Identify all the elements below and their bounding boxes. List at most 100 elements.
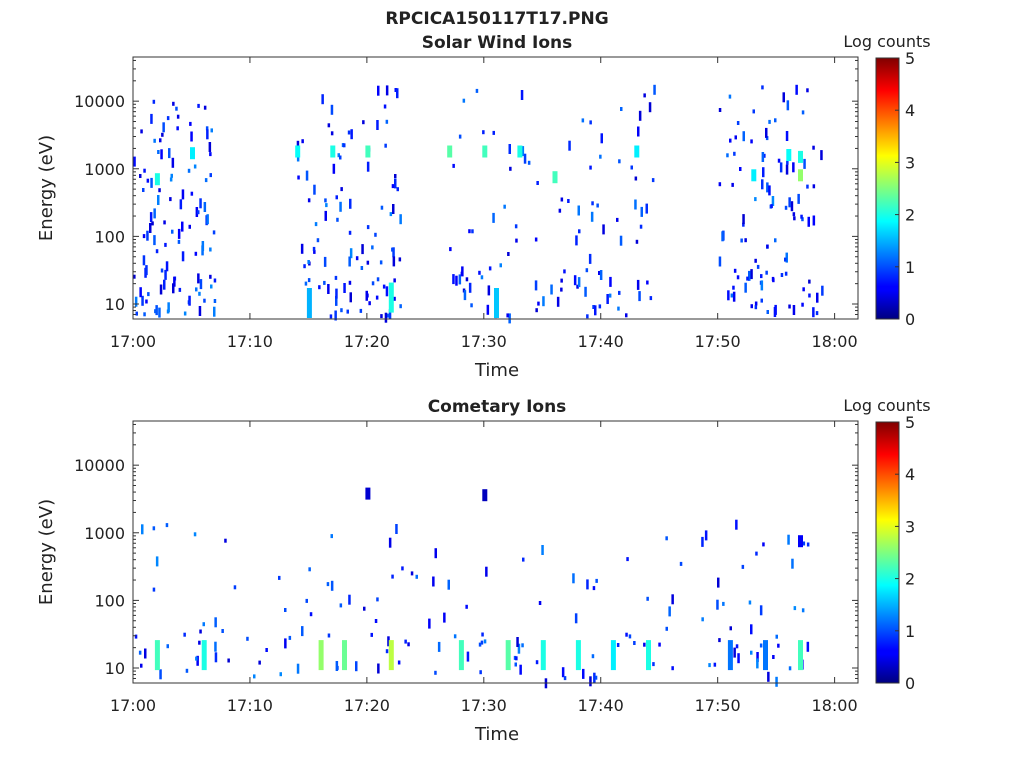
count-pixel (288, 635, 292, 640)
count-pixel (812, 307, 815, 318)
count-pixel (303, 264, 306, 269)
count-pixel (479, 670, 482, 675)
y-tick-label: 10000 (74, 92, 125, 111)
count-pixel (374, 232, 377, 237)
y-tick-label: 100 (94, 227, 125, 246)
count-pixel (733, 151, 736, 156)
count-pixel (475, 88, 479, 93)
x-tick-label: 17:10 (227, 332, 273, 351)
count-pixel (628, 634, 632, 639)
count-pixel (701, 617, 704, 622)
count-pixel (458, 134, 462, 139)
count-pixel (803, 158, 806, 169)
count-pixel (791, 558, 794, 569)
feature-cell (798, 150, 803, 163)
count-pixel (155, 556, 159, 567)
count-pixel (327, 633, 331, 638)
y-tick-label: 10000 (74, 456, 125, 475)
count-pixel (309, 612, 313, 617)
count-pixel (201, 241, 205, 251)
y-tick-label: 100 (94, 591, 125, 610)
count-pixel (371, 245, 374, 250)
count-pixel (155, 249, 159, 254)
count-pixel (645, 203, 648, 214)
count-pixel (487, 285, 491, 296)
count-pixel (153, 138, 156, 143)
feature-cell (365, 145, 371, 158)
count-pixel (786, 100, 790, 111)
colorbar-tick-label: 1 (905, 258, 915, 277)
count-pixel (233, 585, 237, 590)
count-pixel (788, 304, 791, 309)
x-axis: 17:00 17:10 17:20 17:30 17:40 17:50 18:00 (110, 421, 858, 715)
count-pixel (759, 643, 763, 648)
count-pixel (772, 278, 775, 283)
count-pixel (339, 155, 342, 160)
count-pixel (166, 116, 170, 121)
count-pixel (155, 305, 158, 316)
count-pixel (633, 641, 636, 645)
count-pixel (731, 182, 734, 187)
count-pixel (593, 672, 596, 683)
x-tick-label: 17:30 (461, 332, 507, 351)
count-pixel (188, 224, 191, 229)
y-axis: 10 100 1000 10000 (74, 423, 858, 684)
count-pixel (453, 634, 457, 639)
count-pixel (589, 676, 592, 687)
count-pixel (808, 293, 811, 298)
count-pixel (466, 651, 470, 662)
count-pixel (465, 277, 469, 282)
count-pixel (795, 84, 798, 95)
count-pixel (600, 133, 603, 144)
count-pixel (568, 140, 571, 151)
count-pixel (214, 641, 217, 652)
count-pixel (449, 247, 452, 252)
count-pixel (366, 260, 370, 265)
count-pixel (335, 195, 338, 200)
count-pixel (197, 103, 200, 108)
count-pixel (770, 204, 773, 209)
count-pixel (172, 283, 175, 294)
count-pixel (150, 177, 153, 188)
count-pixel (560, 197, 564, 202)
count-pixel (343, 143, 346, 148)
count-pixel (777, 643, 780, 648)
count-pixel (370, 632, 373, 637)
count-pixel (671, 666, 674, 671)
count-pixel (718, 256, 722, 267)
y-tick-label: 10 (105, 295, 125, 314)
count-pixel (391, 247, 394, 252)
count-pixel (595, 578, 598, 583)
count-pixel (730, 293, 734, 298)
count-pixel (145, 299, 148, 304)
count-pixel (808, 279, 811, 284)
count-pixel (752, 109, 755, 114)
count-pixel (643, 642, 646, 647)
colorbar-tick-label: 2 (905, 206, 915, 225)
count-pixel (782, 92, 785, 103)
count-pixel (199, 279, 203, 290)
colorbar-tick-label: 1 (905, 622, 915, 641)
count-pixel (326, 582, 330, 587)
count-pixel (812, 215, 816, 226)
count-pixel (205, 126, 209, 131)
count-pixel (157, 195, 160, 205)
colorbar-ticks: 0 1 2 3 4 5 (895, 413, 915, 693)
count-pixel (792, 162, 795, 173)
count-pixel (349, 198, 352, 209)
count-pixel (176, 126, 179, 131)
count-pixel (321, 94, 324, 105)
count-pixel (594, 675, 598, 680)
count-pixel (179, 199, 183, 210)
count-pixel (736, 275, 740, 280)
count-pixel (213, 278, 217, 283)
count-pixel (735, 519, 738, 530)
feature-cell (610, 640, 616, 671)
count-pixel (187, 168, 191, 173)
count-pixel (386, 313, 390, 318)
count-pixel (506, 313, 509, 318)
count-pixel (560, 278, 563, 283)
count-pixel (327, 123, 331, 128)
count-pixel (324, 198, 327, 203)
count-pixel (355, 256, 359, 261)
